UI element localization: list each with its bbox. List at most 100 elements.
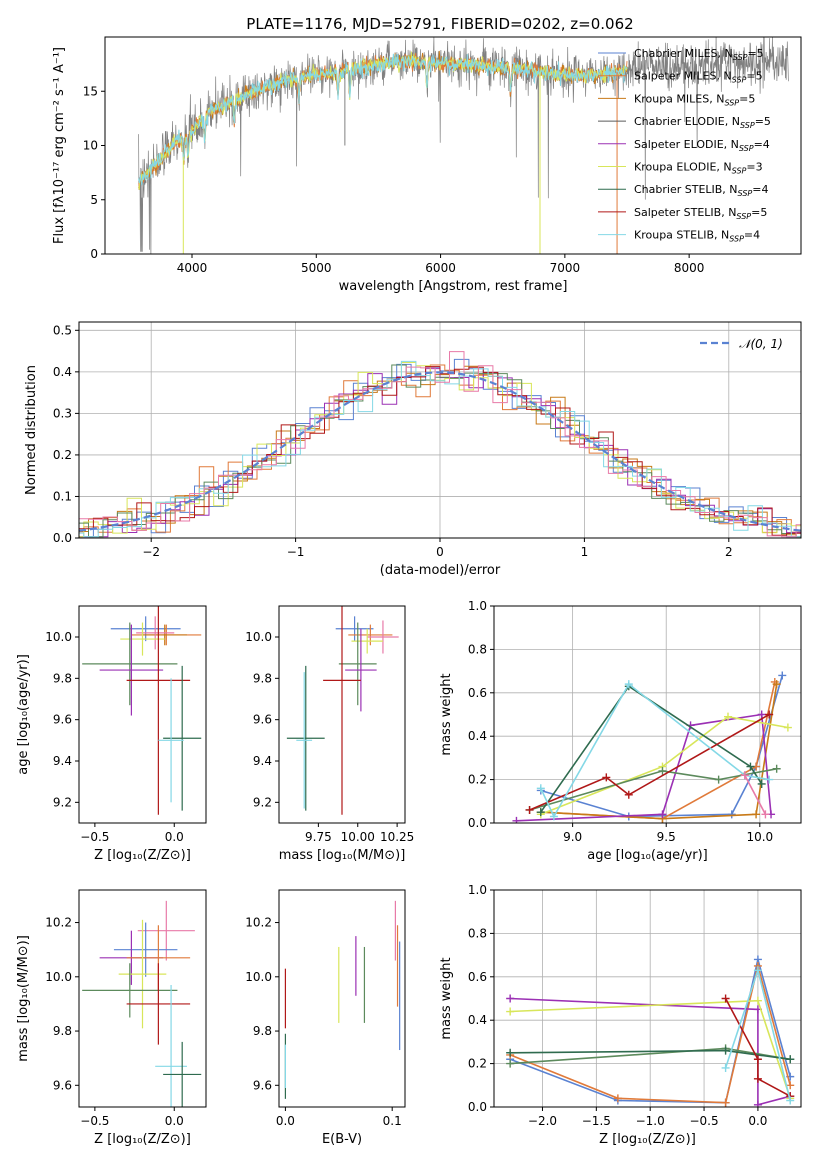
x-tick-label: 9.75: [305, 830, 332, 844]
axes-frame: [278, 605, 406, 824]
y-tick-label: 5: [90, 193, 98, 207]
weight-series-line: [540, 715, 789, 816]
weight-marker: [506, 1048, 515, 1057]
legend-entry: Kroupa MILES, NSSP=5: [634, 92, 755, 107]
axes-frame: [493, 889, 802, 1108]
x-tick-label: 10.00: [341, 830, 375, 844]
x-tick-label: −2: [142, 545, 160, 559]
weight-series-line: [529, 768, 777, 811]
y-tick-label: 0.8: [468, 642, 487, 656]
weight-marker: [602, 773, 611, 782]
x-tick-label: 8000: [674, 261, 705, 275]
x-axis-label: Z [log₁₀(Z/Z⊙)]: [94, 1132, 191, 1147]
legend-subscript: SSP: [733, 53, 748, 62]
y-tick-label: 10.0: [45, 630, 72, 644]
y-tick-label: 0.0: [468, 816, 487, 830]
weight-marker: [757, 779, 766, 788]
weight-marker: [714, 775, 723, 784]
weight-marker: [765, 710, 774, 719]
x-tick-label: 9.5: [657, 830, 676, 844]
y-tick-label: 0.4: [468, 1013, 487, 1027]
y-tick-label: 9.4: [253, 754, 272, 768]
y-tick-label: 10.2: [45, 916, 72, 930]
weight-marker: [761, 810, 770, 819]
axes-frame: [78, 605, 207, 824]
weight-marker: [786, 1081, 795, 1090]
errorbar-layer: [286, 606, 399, 815]
legend-entry: Chabrier STELIB, NSSP=4: [634, 183, 768, 198]
weight-marker: [786, 1096, 795, 1105]
legend-value: =5: [739, 92, 755, 105]
weight-marker: [772, 680, 781, 689]
spectrum-model-line: [138, 53, 628, 186]
weight-marker: [753, 1074, 762, 1083]
x-tick-label: −1: [287, 545, 305, 559]
y-tick-label: 0.2: [468, 773, 487, 787]
y-tick-label: 9.2: [53, 795, 72, 809]
x-tick-label: −0.5: [689, 1114, 718, 1128]
weight-marker: [740, 771, 749, 780]
weight-marker: [506, 1059, 515, 1068]
weight-marker: [786, 1055, 795, 1064]
line-layer: [512, 671, 792, 823]
weight-marker: [721, 994, 730, 1003]
weight-marker: [721, 1063, 730, 1072]
y-tick-label: 9.8: [53, 671, 72, 685]
legend-subscript: SSP: [732, 76, 747, 85]
weight-marker: [753, 1055, 762, 1064]
x-tick-label: 10.0: [746, 830, 773, 844]
y-axis-label: age [log₁₀(age/yr)]: [16, 654, 31, 775]
weight-marker: [778, 671, 787, 680]
histogram-series: [79, 351, 801, 538]
weight-marker: [723, 712, 732, 721]
legend-subscript: SSP: [736, 212, 751, 221]
legend-text: Salpeter STELIB, N: [634, 206, 736, 219]
weight-marker: [783, 723, 792, 732]
weight-marker: [772, 764, 781, 773]
x-tick-label: 0: [436, 545, 444, 559]
weight-marker: [512, 816, 521, 823]
x-tick-label: 1: [581, 545, 589, 559]
legend-subscript: SSP: [738, 189, 753, 198]
y-tick-label: 0.3: [53, 406, 72, 420]
x-tick-label: 7000: [550, 261, 581, 275]
weight-marker: [753, 966, 762, 975]
y-tick-label: 0.6: [468, 970, 487, 984]
x-tick-label: 5000: [301, 261, 332, 275]
weight-marker: [757, 710, 766, 719]
legend-entry: Kroupa STELIB, NSSP=4: [634, 229, 760, 244]
legend-text: Kroupa STELIB, N: [634, 229, 729, 242]
x-axis-label: E(B-V): [322, 1132, 362, 1147]
weight-series-line: [516, 713, 772, 822]
legend-text: Chabrier MILES, N: [634, 47, 733, 60]
y-tick-label: 0: [90, 247, 98, 261]
y-tick-label: 0.8: [468, 926, 487, 940]
legend-entry: Salpeter MILES, NSSP=5: [634, 70, 763, 85]
y-tick-label: 0.2: [53, 448, 72, 462]
legend-text: Salpeter MILES, N: [634, 70, 732, 83]
legend-value: =5: [747, 47, 763, 60]
legend-subscript: SSP: [732, 167, 747, 176]
x-tick-label: 6000: [425, 261, 456, 275]
legend-value: =5: [746, 70, 762, 83]
legend-entry: Chabrier MILES, NSSP=5: [634, 47, 764, 62]
x-tick-label: 0.0: [165, 1114, 184, 1128]
legend-text: Chabrier STELIB, N: [634, 183, 738, 196]
legend-text: Kroupa MILES, N: [634, 92, 724, 105]
legend-value: =5: [755, 115, 771, 128]
histogram-series: [79, 362, 801, 538]
x-tick-label: 2: [725, 545, 733, 559]
y-tick-label: 0.1: [53, 489, 72, 503]
x-tick-label: −1.0: [636, 1114, 665, 1128]
y-tick-label: 10.0: [45, 970, 72, 984]
weight-marker: [752, 810, 761, 819]
legend-value: =4: [752, 183, 768, 196]
gaussian-curve: [79, 371, 801, 532]
x-tick-label: 9.0: [563, 830, 582, 844]
weight-series-line: [744, 774, 767, 815]
weight-series-line: [529, 713, 770, 811]
weight-marker: [613, 1094, 622, 1103]
y-tick-label: 15: [83, 84, 98, 98]
